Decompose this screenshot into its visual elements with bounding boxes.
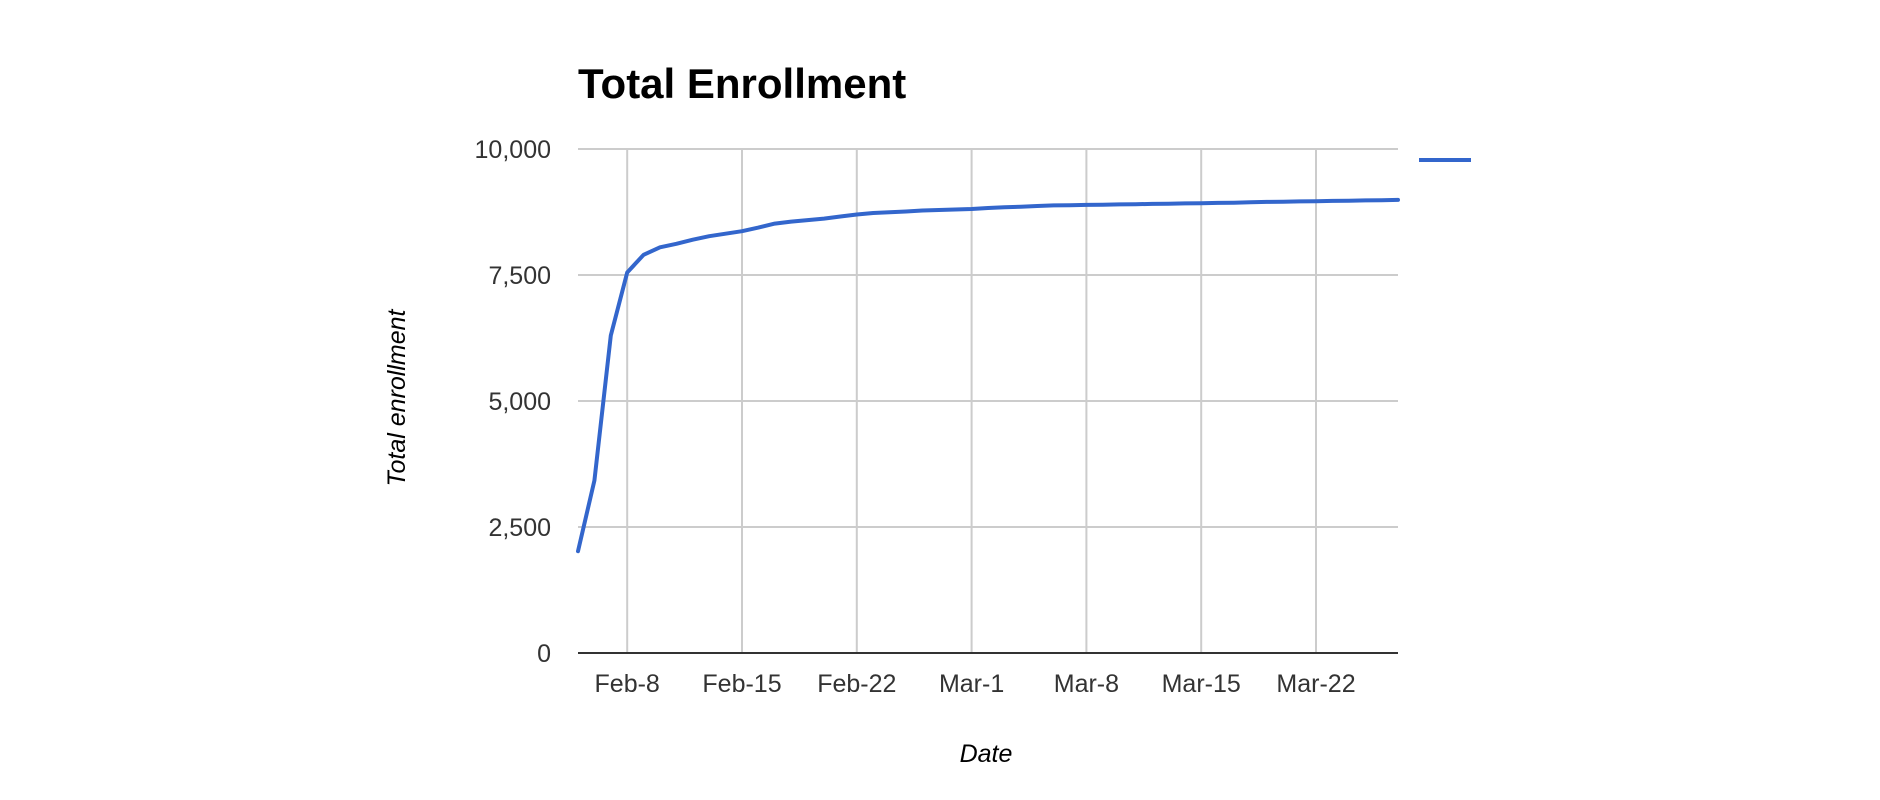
- data-point: [1149, 201, 1155, 207]
- data-point: [1051, 202, 1057, 208]
- x-tick-label: Feb-15: [702, 670, 781, 698]
- data-point: [723, 231, 729, 237]
- data-point: [1379, 197, 1385, 203]
- data-point: [1116, 201, 1122, 207]
- data-point: [1034, 203, 1040, 209]
- data-point: [1182, 200, 1188, 206]
- data-point: [870, 210, 876, 216]
- data-point: [837, 214, 843, 220]
- data-point: [1395, 197, 1401, 203]
- y-tick-label: 10,000: [475, 136, 551, 164]
- data-point: [1362, 197, 1368, 203]
- data-point: [1297, 198, 1303, 204]
- data-point: [788, 219, 794, 225]
- data-point: [591, 478, 597, 484]
- series-layer: [575, 197, 1401, 554]
- data-point: [1215, 200, 1221, 206]
- data-point: [1018, 204, 1024, 210]
- x-axis-tick-labels: Feb-8 Feb-15 Feb-22 Mar-1 Mar-8 Mar-15 Mar-22: [595, 670, 1356, 698]
- data-point: [952, 207, 958, 213]
- data-point: [903, 209, 909, 215]
- data-point: [575, 548, 581, 554]
- x-tick-label: Mar-15: [1162, 670, 1241, 698]
- y-tick-label: 0: [537, 640, 551, 668]
- data-point: [1083, 202, 1089, 208]
- data-point: [969, 206, 975, 212]
- data-point: [1280, 199, 1286, 205]
- x-tick-label: Feb-8: [595, 670, 660, 698]
- data-point: [1001, 204, 1007, 210]
- data-point: [673, 241, 679, 247]
- data-point: [854, 212, 860, 218]
- data-point: [608, 333, 614, 339]
- chart-title: Total Enrollment: [578, 60, 906, 107]
- y-tick-label: 5,000: [488, 388, 551, 416]
- data-point: [805, 217, 811, 223]
- series-line: [576, 197, 1400, 554]
- data-point: [1231, 200, 1237, 206]
- data-point: [936, 207, 942, 213]
- data-point: [1247, 199, 1253, 205]
- data-point: [1067, 202, 1073, 208]
- data-point: [1264, 199, 1270, 205]
- data-point: [755, 225, 761, 231]
- x-tick-label: Mar-8: [1054, 670, 1119, 698]
- data-point: [739, 228, 745, 234]
- data-point: [1313, 198, 1319, 204]
- x-tick-label: Mar-1: [939, 670, 1004, 698]
- data-point: [1133, 201, 1139, 207]
- data-point: [772, 221, 778, 227]
- x-axis-title: Date: [960, 740, 1013, 768]
- data-point: [985, 205, 991, 211]
- data-point: [657, 244, 663, 250]
- data-point: [1198, 200, 1204, 206]
- data-point: [1346, 198, 1352, 204]
- x-tick-label: Feb-22: [817, 670, 896, 698]
- data-point: [1329, 198, 1335, 204]
- data-point: [821, 216, 827, 222]
- y-axis-title: Total enrollment: [383, 308, 411, 486]
- data-point: [641, 252, 647, 258]
- data-point: [1165, 201, 1171, 207]
- data-point: [706, 233, 712, 239]
- y-tick-label: 2,500: [488, 514, 551, 542]
- data-point: [919, 208, 925, 214]
- x-tick-label: Mar-22: [1276, 670, 1355, 698]
- data-point: [690, 237, 696, 243]
- y-axis-tick-labels: 0 2,500 5,000 7,500 10,000: [475, 136, 551, 668]
- y-tick-label: 7,500: [488, 262, 551, 290]
- data-point: [1100, 202, 1106, 208]
- data-point: [887, 209, 893, 215]
- data-point: [624, 270, 630, 276]
- gridlines: [578, 148, 1398, 653]
